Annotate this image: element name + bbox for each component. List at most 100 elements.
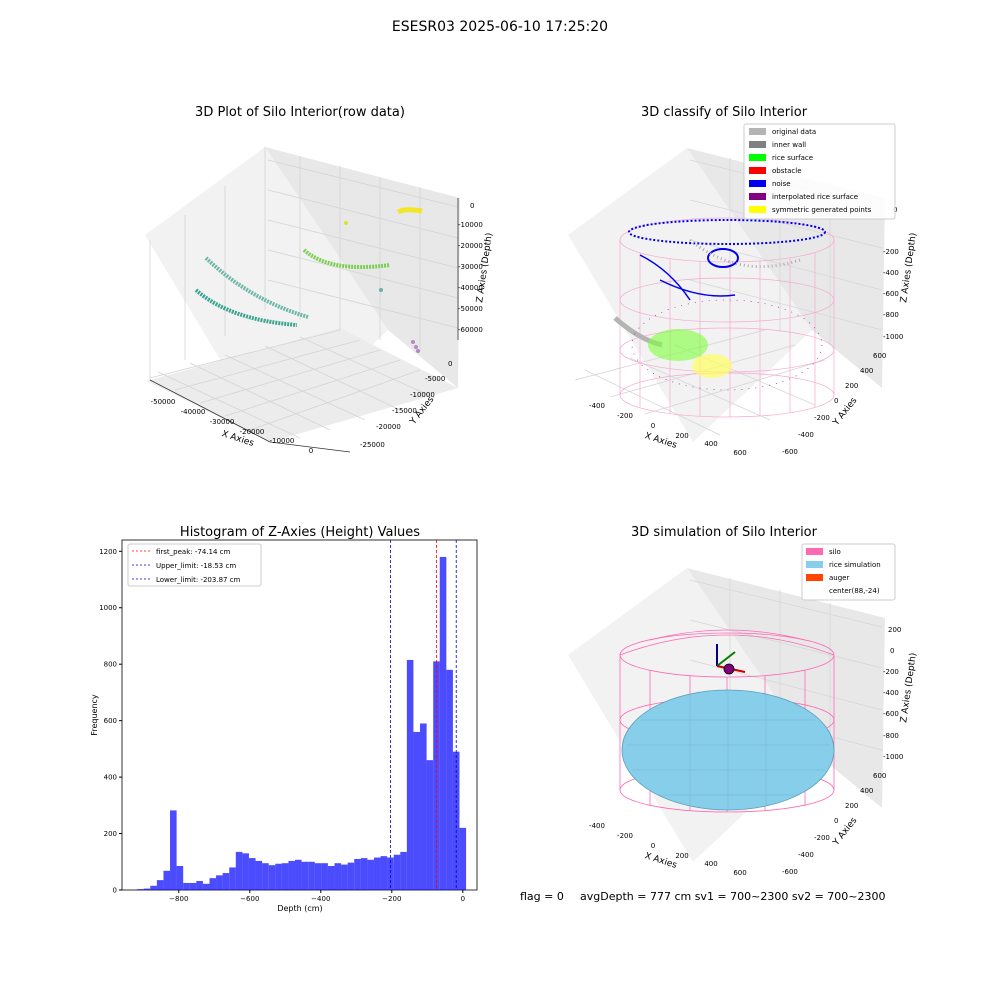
classify-x-tick: 0 — [651, 422, 655, 430]
raw-x-tick: -20000 — [240, 428, 265, 436]
histogram-x-tick-label: −800 — [169, 895, 188, 903]
histogram-bar — [202, 883, 210, 890]
simulation-z-tick: -200 — [883, 668, 899, 676]
histogram-y-ticks: 0 200 400 600 800 1000 1200 — [99, 548, 122, 895]
legend-swatch-rice-simulation — [806, 561, 823, 568]
simulation-legend: silo rice simulation auger center(88,-24… — [801, 543, 896, 601]
legend-label: silo — [829, 548, 841, 556]
histogram-bar — [170, 810, 177, 890]
noise-arc — [659, 279, 736, 297]
raw-gridlines — [149, 147, 459, 439]
simulation-z-tick: -400 — [883, 689, 899, 697]
histogram-x-tick-label: −400 — [311, 895, 330, 903]
histogram-bar — [281, 863, 289, 890]
simulation-z-tick: -1000 — [883, 753, 903, 761]
raw-x-ticks: -50000 -40000 -30000 -20000 -10000 0 — [151, 398, 314, 455]
classify-z-tick: -200 — [883, 248, 899, 256]
raw-points-arc-upper — [204, 256, 309, 319]
raw-z-tick: -30000 — [458, 263, 483, 271]
legend-swatch-symmetric — [749, 206, 766, 213]
legend-swatch-interpolated — [749, 193, 766, 200]
simulation-z-tick: 0 — [890, 647, 894, 655]
classify-y-ticks: 600 400 200 0 -200 -400 -600 — [782, 352, 886, 456]
auger-axis-y — [716, 651, 736, 667]
histogram-bar — [183, 882, 190, 890]
raw-points-arc-middle — [302, 248, 391, 270]
simulation-x-ticks: -400 -200 0 200 400 600 — [589, 822, 747, 877]
histogram-x-tick-label: 0 — [461, 895, 465, 903]
histogram-y-tick-label: 400 — [104, 774, 117, 782]
legend-label: center(88,-24) — [829, 587, 880, 595]
legend-swatch-original-data — [749, 128, 766, 135]
legend-swatch-obstacle — [749, 167, 766, 174]
histogram-bar — [288, 860, 296, 890]
classify-y-tick: 400 — [860, 367, 873, 375]
classify-y-tick: 200 — [845, 382, 858, 390]
histogram-x-tick-label: −600 — [240, 895, 259, 903]
histogram-bar — [275, 863, 282, 890]
raw-y-tick: -5000 — [425, 375, 445, 383]
histogram-bar — [156, 880, 164, 890]
histogram-bar — [426, 760, 434, 890]
classify-panel: 3D classify of Silo Interior — [568, 105, 919, 457]
histogram-bar — [222, 873, 230, 890]
histogram-bar — [406, 659, 414, 890]
histogram-bar — [327, 866, 335, 890]
raw-z-tick: -50000 — [458, 305, 483, 313]
legend-label: Upper_limit: -18.53 cm — [156, 562, 236, 570]
raw-right-pane — [265, 147, 460, 388]
legend-label: first_peak: -74.14 cm — [156, 548, 230, 556]
histogram-bar — [367, 859, 374, 890]
simulation-panel-title: 3D simulation of Silo Interior — [631, 525, 818, 540]
footer-flag: flag = 0 — [520, 890, 564, 903]
histogram-reference-lines — [390, 540, 457, 890]
legend-label: symmetric generated points — [772, 206, 872, 214]
histogram-bar — [387, 857, 394, 890]
raw-data-panel: 3D Plot of Silo Interior(row data) — [145, 105, 495, 455]
legend-swatch-inner-wall — [749, 141, 766, 148]
raw-point-cloud — [194, 207, 423, 353]
simulation-y-tick: 400 — [860, 787, 873, 795]
raw-point — [344, 221, 348, 225]
histogram-bar — [321, 863, 328, 890]
raw-y-tick: -10000 — [410, 391, 435, 399]
raw-points-top-cluster — [396, 207, 423, 215]
simulation-y-tick: 0 — [834, 817, 838, 825]
symmetric-generated-points — [692, 354, 732, 378]
legend-label: Lower_limit: -203.87 cm — [156, 576, 241, 584]
legend-swatch-auger — [806, 574, 823, 581]
classify-y-tick: 0 — [834, 397, 838, 405]
legend-swatch-silo — [806, 548, 823, 555]
simulation-z-axis-label: Z Axies (Depth) — [899, 652, 919, 723]
histogram-bar — [248, 858, 256, 890]
histogram-bar — [420, 723, 427, 890]
legend-label: interpolated rice surface — [772, 193, 858, 201]
histogram-bar — [150, 885, 157, 890]
simulation-y-ticks: 600 400 200 0 -200 -400 -600 — [782, 772, 886, 876]
legend-swatch-noise — [749, 180, 766, 187]
raw-panel-title: 3D Plot of Silo Interior(row data) — [195, 105, 405, 120]
rice-surface-points — [648, 329, 708, 361]
histogram-bar — [400, 851, 407, 890]
raw-z-tick: -10000 — [458, 221, 483, 229]
classify-x-ticks: -400 -200 0 200 400 600 — [589, 402, 747, 457]
simulation-right-pane — [687, 568, 885, 808]
noise-arc — [639, 254, 691, 301]
legend-label: rice simulation — [829, 561, 881, 569]
classify-y-tick: -200 — [814, 414, 830, 422]
simulation-x-tick: 200 — [675, 852, 688, 860]
legend-label: auger — [829, 574, 849, 582]
raw-x-tick: -50000 — [151, 398, 176, 406]
raw-y-tick: 0 — [448, 360, 452, 368]
simulation-y-tick: 200 — [845, 802, 858, 810]
simulation-z-tick: 200 — [888, 626, 901, 634]
histogram-y-tick-label: 800 — [104, 661, 117, 669]
classify-x-tick: 200 — [675, 432, 688, 440]
raw-z-tick: -20000 — [458, 242, 483, 250]
histogram-bar — [354, 858, 361, 890]
legend-label: inner wall — [772, 141, 806, 149]
histogram-bar — [459, 827, 467, 890]
histogram-bar — [268, 865, 276, 890]
histogram-bar — [439, 556, 447, 890]
histogram-bar — [143, 888, 151, 890]
